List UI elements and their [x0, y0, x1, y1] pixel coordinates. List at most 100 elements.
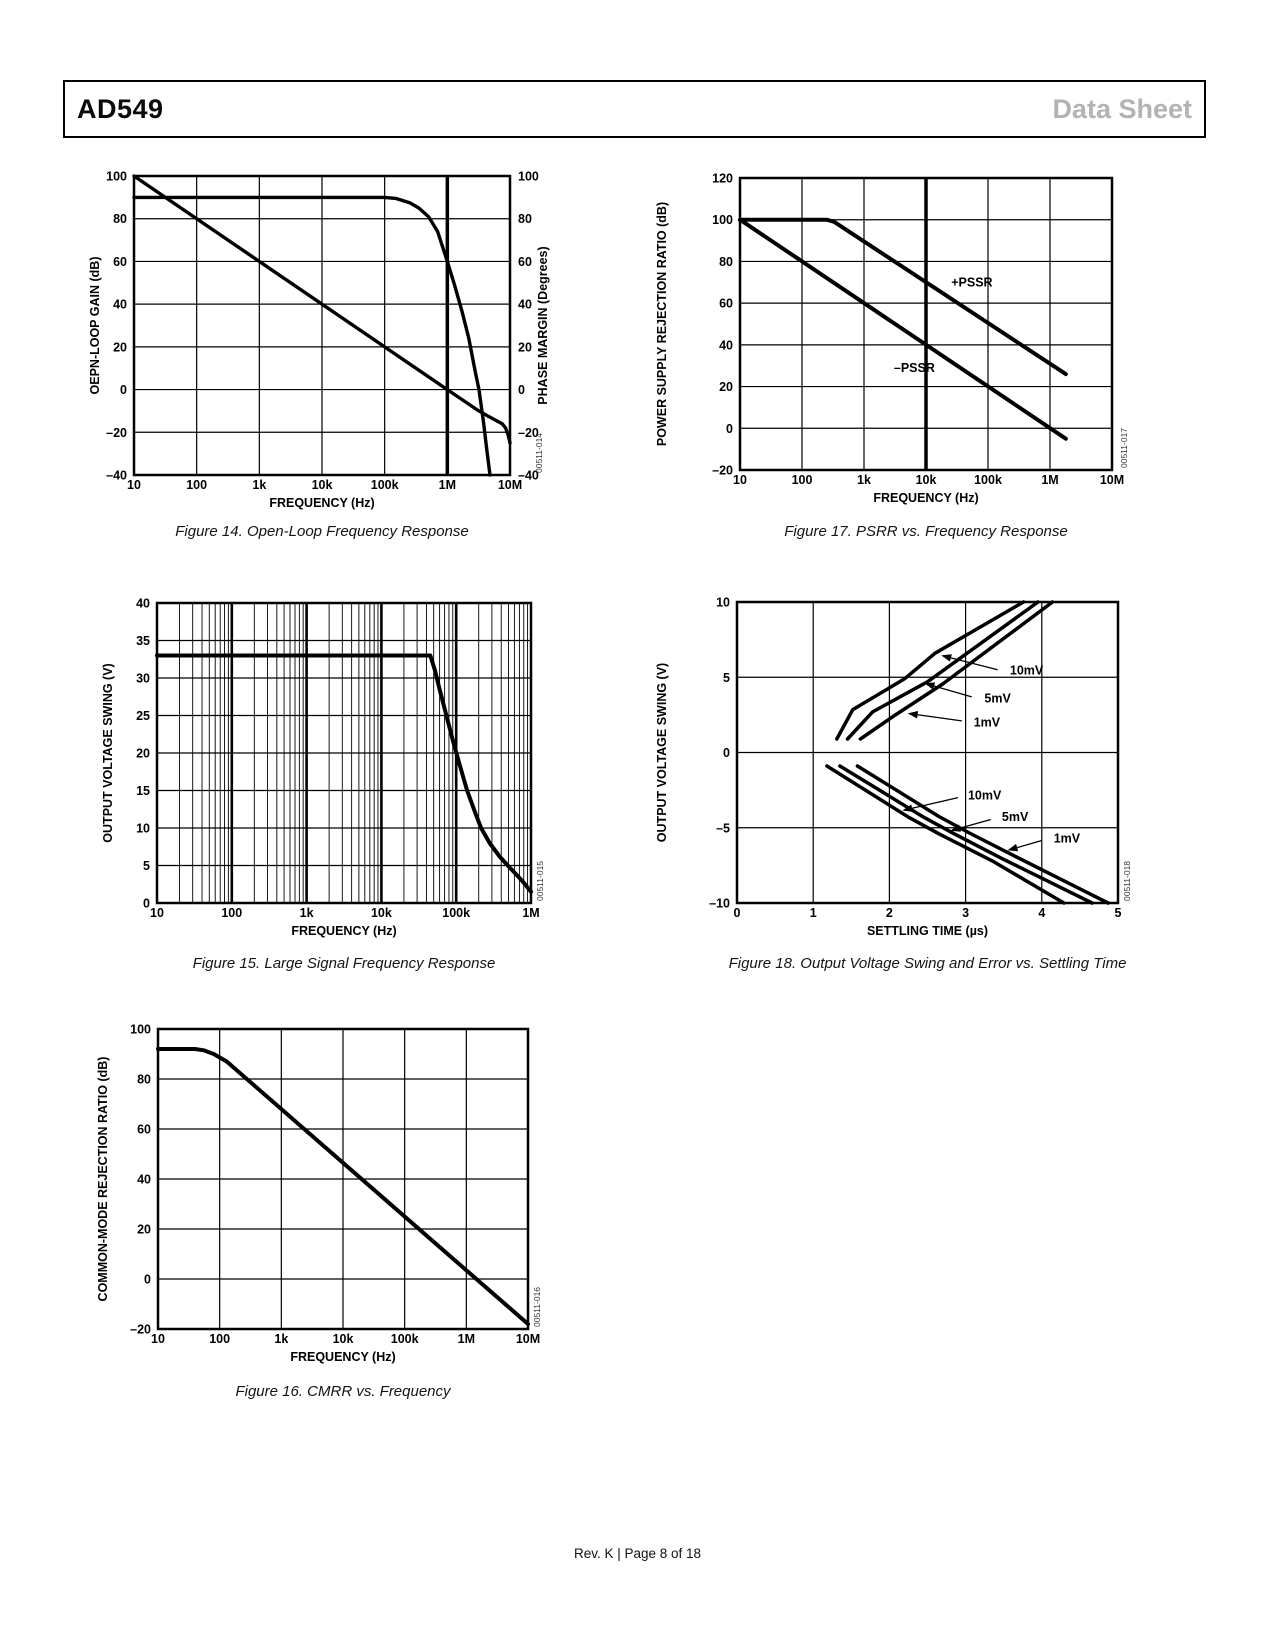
figure-15-caption: Figure 15. Large Signal Frequency Respon…: [192, 955, 496, 972]
series-neg-10mV: [825, 764, 1066, 905]
part-number: AD549: [77, 93, 164, 124]
x-tick-label: 100k: [371, 478, 399, 492]
y2-tick-label: 80: [518, 212, 532, 226]
page-header: AD549 Data Sheet: [63, 80, 1206, 138]
y-tick-label: 20: [137, 1223, 151, 1237]
annotation-label: 5mV: [984, 691, 1011, 705]
y-tick-label: 60: [137, 1123, 151, 1137]
y-tick-label: 20: [719, 380, 733, 394]
y-tick-label: –10: [709, 897, 730, 911]
y-tick-label: 100: [106, 170, 127, 184]
x-tick-label: 10: [733, 473, 747, 487]
y-tick-label: –5: [716, 821, 730, 835]
annotation-arrow-head: [950, 824, 962, 832]
series-neg-1mV: [855, 764, 1110, 905]
y-tick-label: 40: [137, 1173, 151, 1187]
y-tick-label: 0: [143, 897, 150, 911]
annotation-label: 1mV: [1054, 831, 1081, 845]
plot-frame: [156, 1027, 530, 1331]
y2-tick-label: 100: [518, 170, 539, 184]
x-axis-title: FREQUENCY (Hz): [291, 924, 396, 938]
figure-14-chart: 10 100 1k 10k 100k 1M 10M 100 80 60 40 20 0 –20 –40 100…: [88, 170, 550, 511]
annotation-arrow-line: [959, 818, 991, 829]
annotation-arrow-head: [907, 710, 919, 719]
y2-tick-label: 60: [518, 255, 532, 269]
series-cmrr: [156, 1047, 530, 1326]
series-output-swing: [155, 653, 533, 894]
y-tick-label: 40: [136, 597, 150, 611]
x-tick-label: 10M: [516, 1332, 540, 1346]
plot-frame: [132, 174, 512, 477]
y-axis-title: POWER SUPPLY REJECTION RATIO (dB): [655, 202, 669, 446]
y-axis-title: OEPN-LOOP GAIN (dB): [88, 257, 102, 395]
annotation-arrow-line: [917, 714, 962, 722]
annotation-arrow-line: [950, 657, 998, 671]
figure-16-caption: Figure 16. CMRR vs. Frequency: [235, 1383, 451, 1400]
y-axis-title: OUTPUT VOLTAGE SWING (V): [655, 663, 669, 842]
y2-tick-label: 0: [518, 383, 525, 397]
x-tick-label: 1k: [300, 906, 314, 920]
figure-17-caption: Figure 17. PSRR vs. Frequency Response: [784, 523, 1068, 540]
y2-tick-label: –20: [518, 426, 539, 440]
figure-18: 0 1 2 3 4 5 10 5 0 –5 –10 OUTPUT VOLTAGE SWING (V) S…: [650, 545, 1180, 985]
x-tick-label: 1k: [274, 1332, 288, 1346]
x-tick-label: 100: [209, 1332, 230, 1346]
y-tick-label: 5: [723, 671, 730, 685]
y-tick-label: 20: [113, 340, 127, 354]
page-footer: Rev. K | Page 8 of 18: [573, 1546, 702, 1561]
x-tick-label: 10k: [371, 906, 392, 920]
x-tick-label: 2: [886, 906, 893, 920]
series-phase-margin: [132, 195, 492, 477]
annotation-arrow-line: [1016, 839, 1042, 849]
annotation-arrow-head: [924, 682, 936, 690]
x-tick-label: 1M: [439, 478, 456, 492]
y-tick-label: 40: [719, 338, 733, 352]
x-tick-label: 1: [810, 906, 817, 920]
x-tick-label: 100: [221, 906, 242, 920]
annotation-arrow-head: [1007, 843, 1019, 852]
x-tick-label: 1M: [1041, 473, 1058, 487]
figure-18-caption: Figure 18. Output Voltage Swing and Erro…: [728, 955, 1127, 972]
x-tick-label: 100: [186, 478, 207, 492]
y-tick-label: 100: [712, 213, 733, 227]
x-tick-label: 10M: [498, 478, 522, 492]
x-tick-label: 3: [962, 906, 969, 920]
annotation-label: 1mV: [974, 715, 1001, 729]
x-axis-title: FREQUENCY (Hz): [873, 491, 978, 505]
y-axis-title: COMMON-MODE REJECTION RATIO (dB): [96, 1057, 110, 1302]
y-tick-label: 100: [130, 1023, 151, 1037]
x-tick-label: 10k: [312, 478, 333, 492]
x-tick-label: 1M: [458, 1332, 475, 1346]
series-pos-1mV: [858, 600, 1055, 741]
plot-frame: [155, 601, 533, 905]
figure-14: 10 100 1k 10k 100k 1M 10M 100 80 60 40 20 0 –20 –40 100…: [85, 160, 565, 560]
y-tick-label: –40: [106, 469, 127, 483]
annotation-label: –PSSR: [894, 361, 935, 375]
annotation-arrow-head: [902, 804, 913, 812]
annotation-arrow-line: [933, 685, 972, 698]
x-tick-label: 1M: [522, 906, 539, 920]
y-tick-label: 40: [113, 298, 127, 312]
y-tick-label: 15: [136, 784, 150, 798]
y-tick-label: 0: [144, 1273, 151, 1287]
x-axis-title: FREQUENCY (Hz): [290, 1350, 395, 1364]
series-pos-10mV: [835, 600, 1026, 741]
y-tick-label: 5: [143, 859, 150, 873]
figure-16-chart: 10 100 1k 10k 100k 1M 10M 100 80 60 40 20 0 –20 COMMON…: [96, 1023, 542, 1365]
series-open-loop-gain: [132, 174, 512, 445]
y-tick-label: –20: [106, 426, 127, 440]
series-–PSSR: [738, 217, 1068, 441]
y-tick-label: 10: [716, 596, 730, 610]
series-neg-5mV: [838, 764, 1094, 905]
y-tick-label: 30: [136, 672, 150, 686]
figure-15-chart: 10 100 1k 10k 100k 1M 40 35 30 25 20 15 10 5 0 OUTPUT V…: [101, 597, 545, 939]
x-tick-label: 100k: [974, 473, 1002, 487]
x-tick-label: 10k: [916, 473, 937, 487]
y-tick-label: 60: [719, 297, 733, 311]
y-tick-label: –20: [712, 464, 733, 478]
y-tick-label: 35: [136, 634, 150, 648]
y-tick-label: 20: [136, 747, 150, 761]
y2-tick-label: –40: [518, 469, 539, 483]
x-tick-label: 100k: [442, 906, 470, 920]
y-tick-label: 80: [137, 1073, 151, 1087]
